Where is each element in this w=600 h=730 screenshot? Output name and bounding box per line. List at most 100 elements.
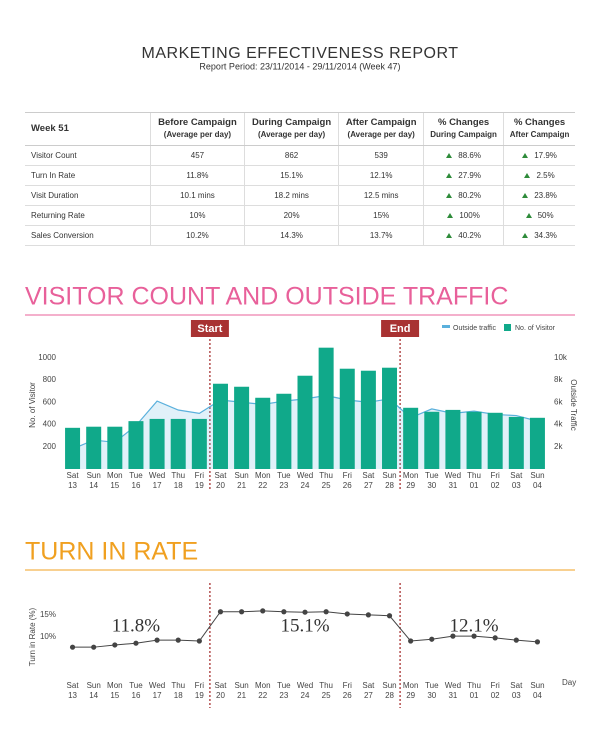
y2-tick-label: 4k (554, 420, 563, 429)
table-cell: 20% (243, 205, 339, 226)
bar (128, 421, 144, 469)
x-tick-label: Mon (403, 681, 419, 690)
x-tick-label: 21 (237, 481, 246, 490)
x-tick-label: 03 (512, 691, 521, 700)
cell-text: 2.5% (536, 171, 555, 180)
rate-point (492, 635, 498, 641)
x-tick-label: 19 (195, 481, 204, 490)
x-tick-label: Wed (297, 471, 313, 480)
table-cell: 100% (423, 205, 504, 226)
x-tick-label: 21 (237, 691, 246, 700)
table-cell: Turn In Rate (25, 165, 151, 186)
x-tick-label: Tue (277, 681, 291, 690)
x-tick-label: 31 (448, 691, 457, 700)
cell-text: 23.8% (534, 191, 557, 200)
x-tick-label: 13 (68, 481, 77, 490)
header-text: After Campaign (345, 117, 417, 128)
rate-point (429, 636, 435, 642)
x-tick-label: 18 (174, 691, 183, 700)
table-cell: 539 (338, 145, 424, 166)
x-tick-label: 01 (470, 691, 479, 700)
up-arrow (522, 193, 529, 198)
legend-label: Outside traffic (453, 325, 497, 332)
x-tick-label: Fri (491, 681, 501, 690)
x-tick-label: 23 (279, 691, 288, 700)
x-tick-label: Sat (214, 471, 227, 480)
table-cell: 50% (503, 205, 575, 226)
cell-text: 12.5 mins (363, 191, 399, 200)
x-tick-label: 25 (322, 481, 331, 490)
bar (86, 426, 102, 469)
x-tick-label: Sun (234, 471, 248, 480)
table-cell: Returning Rate (25, 205, 151, 226)
x-tick-label: 14 (89, 481, 98, 490)
rate-point (69, 644, 76, 650)
bar (382, 367, 398, 469)
x-tick-label: 20 (216, 691, 225, 700)
table-cell: 15.1% (243, 165, 339, 186)
chart-title: TURN IN RATE (25, 538, 198, 566)
bar (424, 411, 440, 469)
x-tick-label: Wed (445, 681, 461, 690)
summary-table: Week 51 Before Campaign (Average per day) D… (25, 112, 575, 246)
up-arrow (525, 213, 532, 218)
bar (529, 417, 545, 469)
x-tick-label: Sat (362, 681, 375, 690)
table-row: Turn In Rate 11.8% 15.1% 12.1% 27.9% 2.5% (25, 165, 575, 186)
x-tick-label: Tue (277, 471, 291, 480)
x-tick-label: 04 (533, 481, 542, 490)
up-arrow (524, 173, 531, 178)
y2-tick-label: 2k (554, 442, 563, 451)
x-tick-label: 01 (470, 481, 479, 490)
up-arrow (446, 233, 453, 238)
x-tick-label: Mon (107, 681, 123, 690)
x-tick-label: Sun (530, 681, 544, 690)
cell-text: 27.9% (458, 171, 481, 180)
x-tick-label: Sat (67, 471, 80, 480)
table-row: Visitor Count 457 862 539 88.6% 17.9% (25, 145, 575, 166)
table-cell: 10.2% (150, 225, 245, 246)
y2-tick-label: 6k (554, 397, 563, 406)
cell-text: 88.6% (458, 151, 481, 160)
up-arrow (522, 153, 529, 158)
rate-point (323, 609, 329, 615)
x-tick-label: Thu (171, 681, 185, 690)
x-tick-label: 04 (533, 691, 542, 700)
report-subtitle: Report Period: 23/11/2014 - 29/11/2014 (… (199, 61, 400, 71)
cell-text: 13.7% (369, 231, 393, 240)
x-tick-label: Tue (129, 681, 143, 690)
rate-point (302, 609, 308, 615)
cell-text: Visit Duration (31, 191, 79, 200)
rate-point (239, 609, 245, 615)
bar (212, 383, 228, 469)
column-header: Week 51 (25, 112, 151, 146)
x-tick-label: 15 (110, 481, 119, 490)
table-cell: 27.9% (423, 165, 504, 186)
table-cell: 2.5% (503, 165, 575, 186)
table-cell: 457 (150, 145, 245, 166)
x-tick-label: 16 (132, 481, 141, 490)
bar (297, 375, 313, 469)
table-row: Returning Rate 10% 20% 15% 100% 50% (25, 205, 575, 226)
rate-point (365, 612, 371, 618)
x-tick-label: Sat (510, 471, 523, 480)
x-tick-label: Sat (214, 681, 227, 690)
x-tick-label: 02 (491, 481, 500, 490)
table-cell: 80.2% (423, 185, 504, 206)
table-cell: Visitor Count (25, 145, 151, 166)
table-cell: Visit Duration (25, 185, 151, 206)
period-average: 15.1% (280, 615, 329, 636)
x-tick-label: Fri (343, 681, 353, 690)
campaign-marker-label: Start (197, 323, 222, 335)
x-tick-label: 29 (406, 691, 415, 700)
header-text: Week 51 (31, 123, 69, 134)
legend-label: No. of Visitor (515, 325, 556, 332)
x-tick-label: 26 (343, 691, 352, 700)
bar (360, 370, 376, 469)
rate-point (450, 633, 456, 639)
y-tick-label: 600 (43, 397, 57, 406)
up-arrow (446, 173, 453, 178)
table-cell: 10.1 mins (150, 185, 245, 206)
x-tick-label: 15 (110, 691, 119, 700)
column-header: Before Campaign (Average per day) (150, 112, 245, 146)
